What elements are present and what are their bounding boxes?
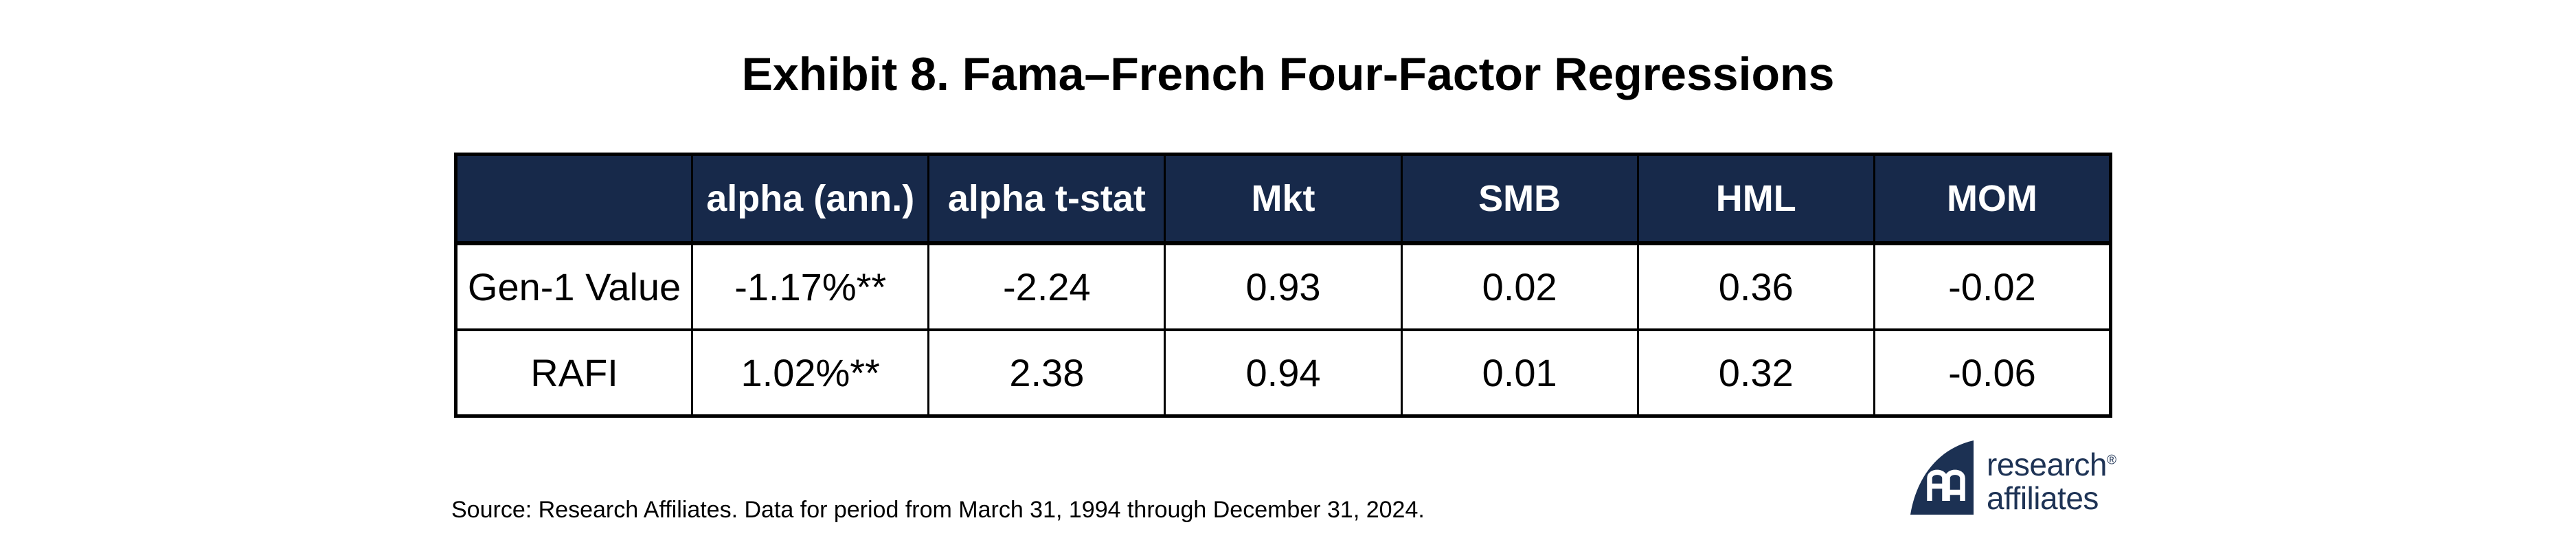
- registered-trademark-symbol: ®: [2106, 453, 2116, 468]
- value-cell: 0.32: [1636, 328, 1875, 417]
- row-label-cell: Gen-1 Value: [454, 242, 694, 331]
- source-note: Source: Research Affiliates. Data for pe…: [451, 497, 1425, 523]
- exhibit-title: Exhibit 8. Fama–French Four-Factor Regre…: [741, 48, 1835, 100]
- column-header-mkt: Mkt: [1164, 153, 1403, 245]
- value-cell: -1.17%**: [691, 242, 930, 331]
- column-header-alpha-ann: alpha (ann.): [691, 153, 930, 245]
- column-header-alpha-tstat: alpha t-stat: [927, 153, 1166, 245]
- column-header-blank: [454, 153, 694, 245]
- value-cell: 2.38: [927, 328, 1166, 417]
- ra-monogram-sail-icon: [1910, 440, 1974, 515]
- column-header-smb: SMB: [1400, 153, 1639, 245]
- value-cell: -0.02: [1873, 242, 2112, 331]
- column-header-hml: HML: [1636, 153, 1875, 245]
- table-row-gen1-value: Gen-1 Value -1.17%** -2.24 0.93 0.02 0.3…: [454, 242, 2112, 331]
- regression-table: alpha (ann.) alpha t-stat Mkt SMB HML MO…: [454, 153, 2112, 418]
- ra-wordmark-line2: affiliates: [1987, 480, 2099, 516]
- table-row-rafi: RAFI 1.02%** 2.38 0.94 0.01 0.32 -0.06: [454, 328, 2112, 417]
- row-label-cell: RAFI: [454, 328, 694, 417]
- value-cell: 0.01: [1400, 328, 1639, 417]
- research-affiliates-logo: research® affiliates: [1907, 438, 2116, 517]
- value-cell: 1.02%**: [691, 328, 930, 417]
- ra-wordmark-line1: research®: [1987, 447, 2116, 482]
- value-cell: -0.06: [1873, 328, 2112, 417]
- value-cell: 0.02: [1400, 242, 1639, 331]
- value-cell: 0.93: [1164, 242, 1403, 331]
- table-header-row: alpha (ann.) alpha t-stat Mkt SMB HML MO…: [454, 153, 2112, 245]
- value-cell: -2.24: [927, 242, 1166, 331]
- value-cell: 0.94: [1164, 328, 1403, 417]
- column-header-mom: MOM: [1873, 153, 2112, 245]
- value-cell: 0.36: [1636, 242, 1875, 331]
- ra-wordmark: research® affiliates: [1987, 448, 2116, 515]
